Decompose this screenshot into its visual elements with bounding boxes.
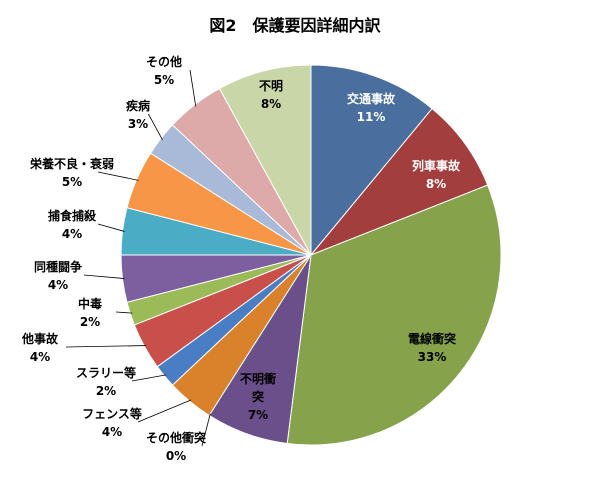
slice-percent-label: 8% [426,177,446,191]
leader-line [189,69,197,107]
pie-slices [120,64,502,446]
slice-percent-label: 5% [62,175,82,189]
slice-percent-label: 4% [102,425,122,439]
leader-line [97,223,125,232]
slice-name-label: 列車事故 [412,158,461,173]
slice-percent-label: 7% [248,408,268,422]
slice-name-label: 疾病 [126,98,150,113]
leader-line [148,113,163,140]
slice-percent-label: 3% [128,117,148,131]
slice-name-label: 他事故 [21,331,59,346]
slice-percent-label: 8% [261,97,281,111]
pie-slice [286,184,502,446]
slice-name-label: 電線衝突 [408,331,456,346]
slice-name-label: 同種闘争 [34,259,82,274]
leader-lines [65,69,211,447]
slice-percent-label: 0% [166,449,186,463]
slice-name-label: 不明衝 [240,371,276,386]
slice-name-label: フェンス等 [82,406,142,421]
pie-slice [310,64,433,257]
leader-line [97,171,139,181]
leader-line [201,413,211,447]
leader-line [65,345,147,348]
leader-line [83,274,125,279]
slice-percent-label: 2% [80,315,100,329]
slice-name-label: スラリー等 [76,365,136,380]
slice-percent-label: 11% [357,110,386,124]
slice-name-label: 不明 [259,79,283,93]
slice-name-label: 捕食捕殺 [48,208,97,223]
slice-percent-label: 5% [154,73,174,87]
chart-title: 図2 保護要因詳細内訳 [209,16,381,35]
slice-name-label: その他衝突 [146,430,206,445]
slice-name-label: 栄養不良・衰弱 [29,156,114,171]
slice-name-label: 交通事故 [347,91,396,106]
slice-percent-label: 4% [48,278,68,292]
slice-name-label: 突 [252,389,264,404]
pie-slice [310,107,489,256]
slice-percent-label: 2% [96,384,116,398]
pie-slice [218,64,312,256]
slice-name-label: その他 [146,54,182,69]
slice-percent-label: 4% [62,227,82,241]
slice-percent-label: 4% [30,350,50,364]
slice-name-label: 中毒 [78,296,102,311]
leader-line [137,399,192,423]
leader-line [115,311,133,314]
leader-line [131,374,167,382]
slice-percent-label: 33% [418,350,447,364]
